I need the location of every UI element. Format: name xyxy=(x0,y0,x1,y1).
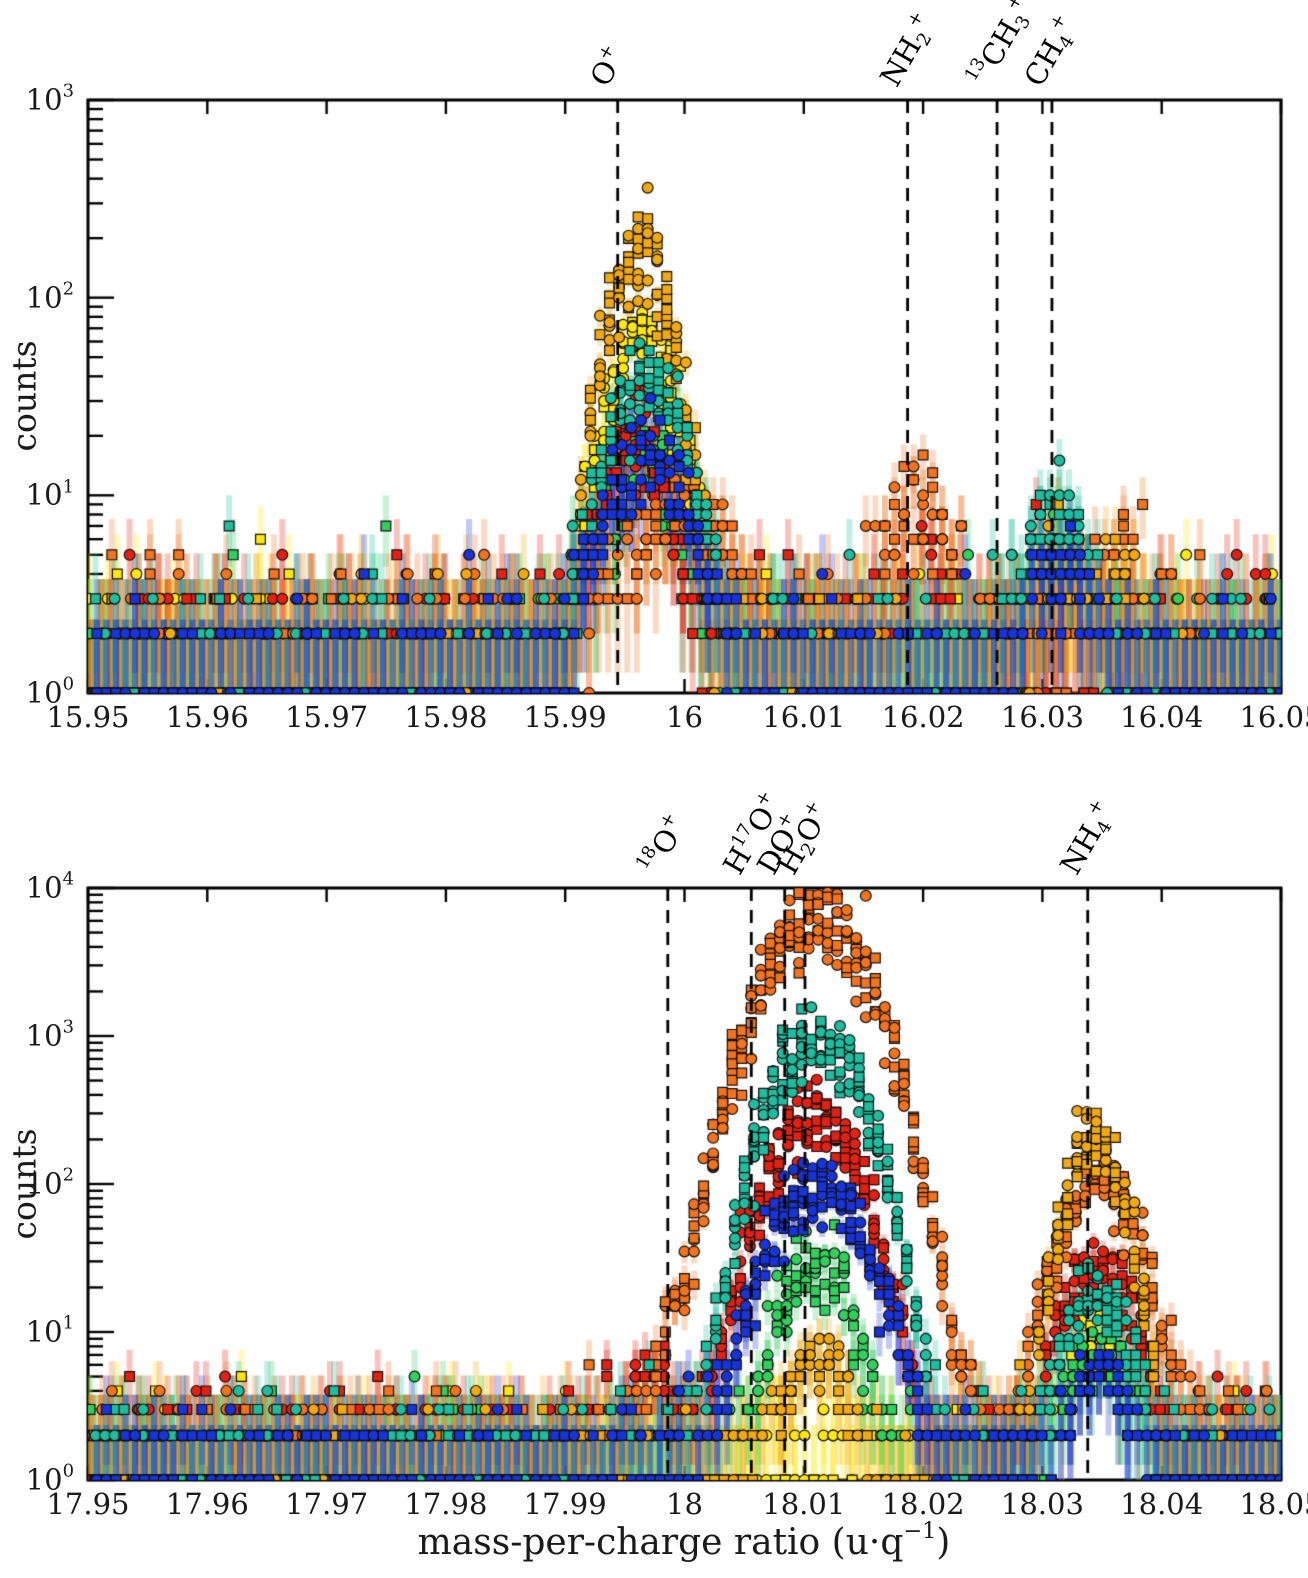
chart-canvas xyxy=(0,0,1308,1578)
mass-spectra-figure: counts counts mass-per-charge ratio (u·q… xyxy=(0,0,1308,1578)
